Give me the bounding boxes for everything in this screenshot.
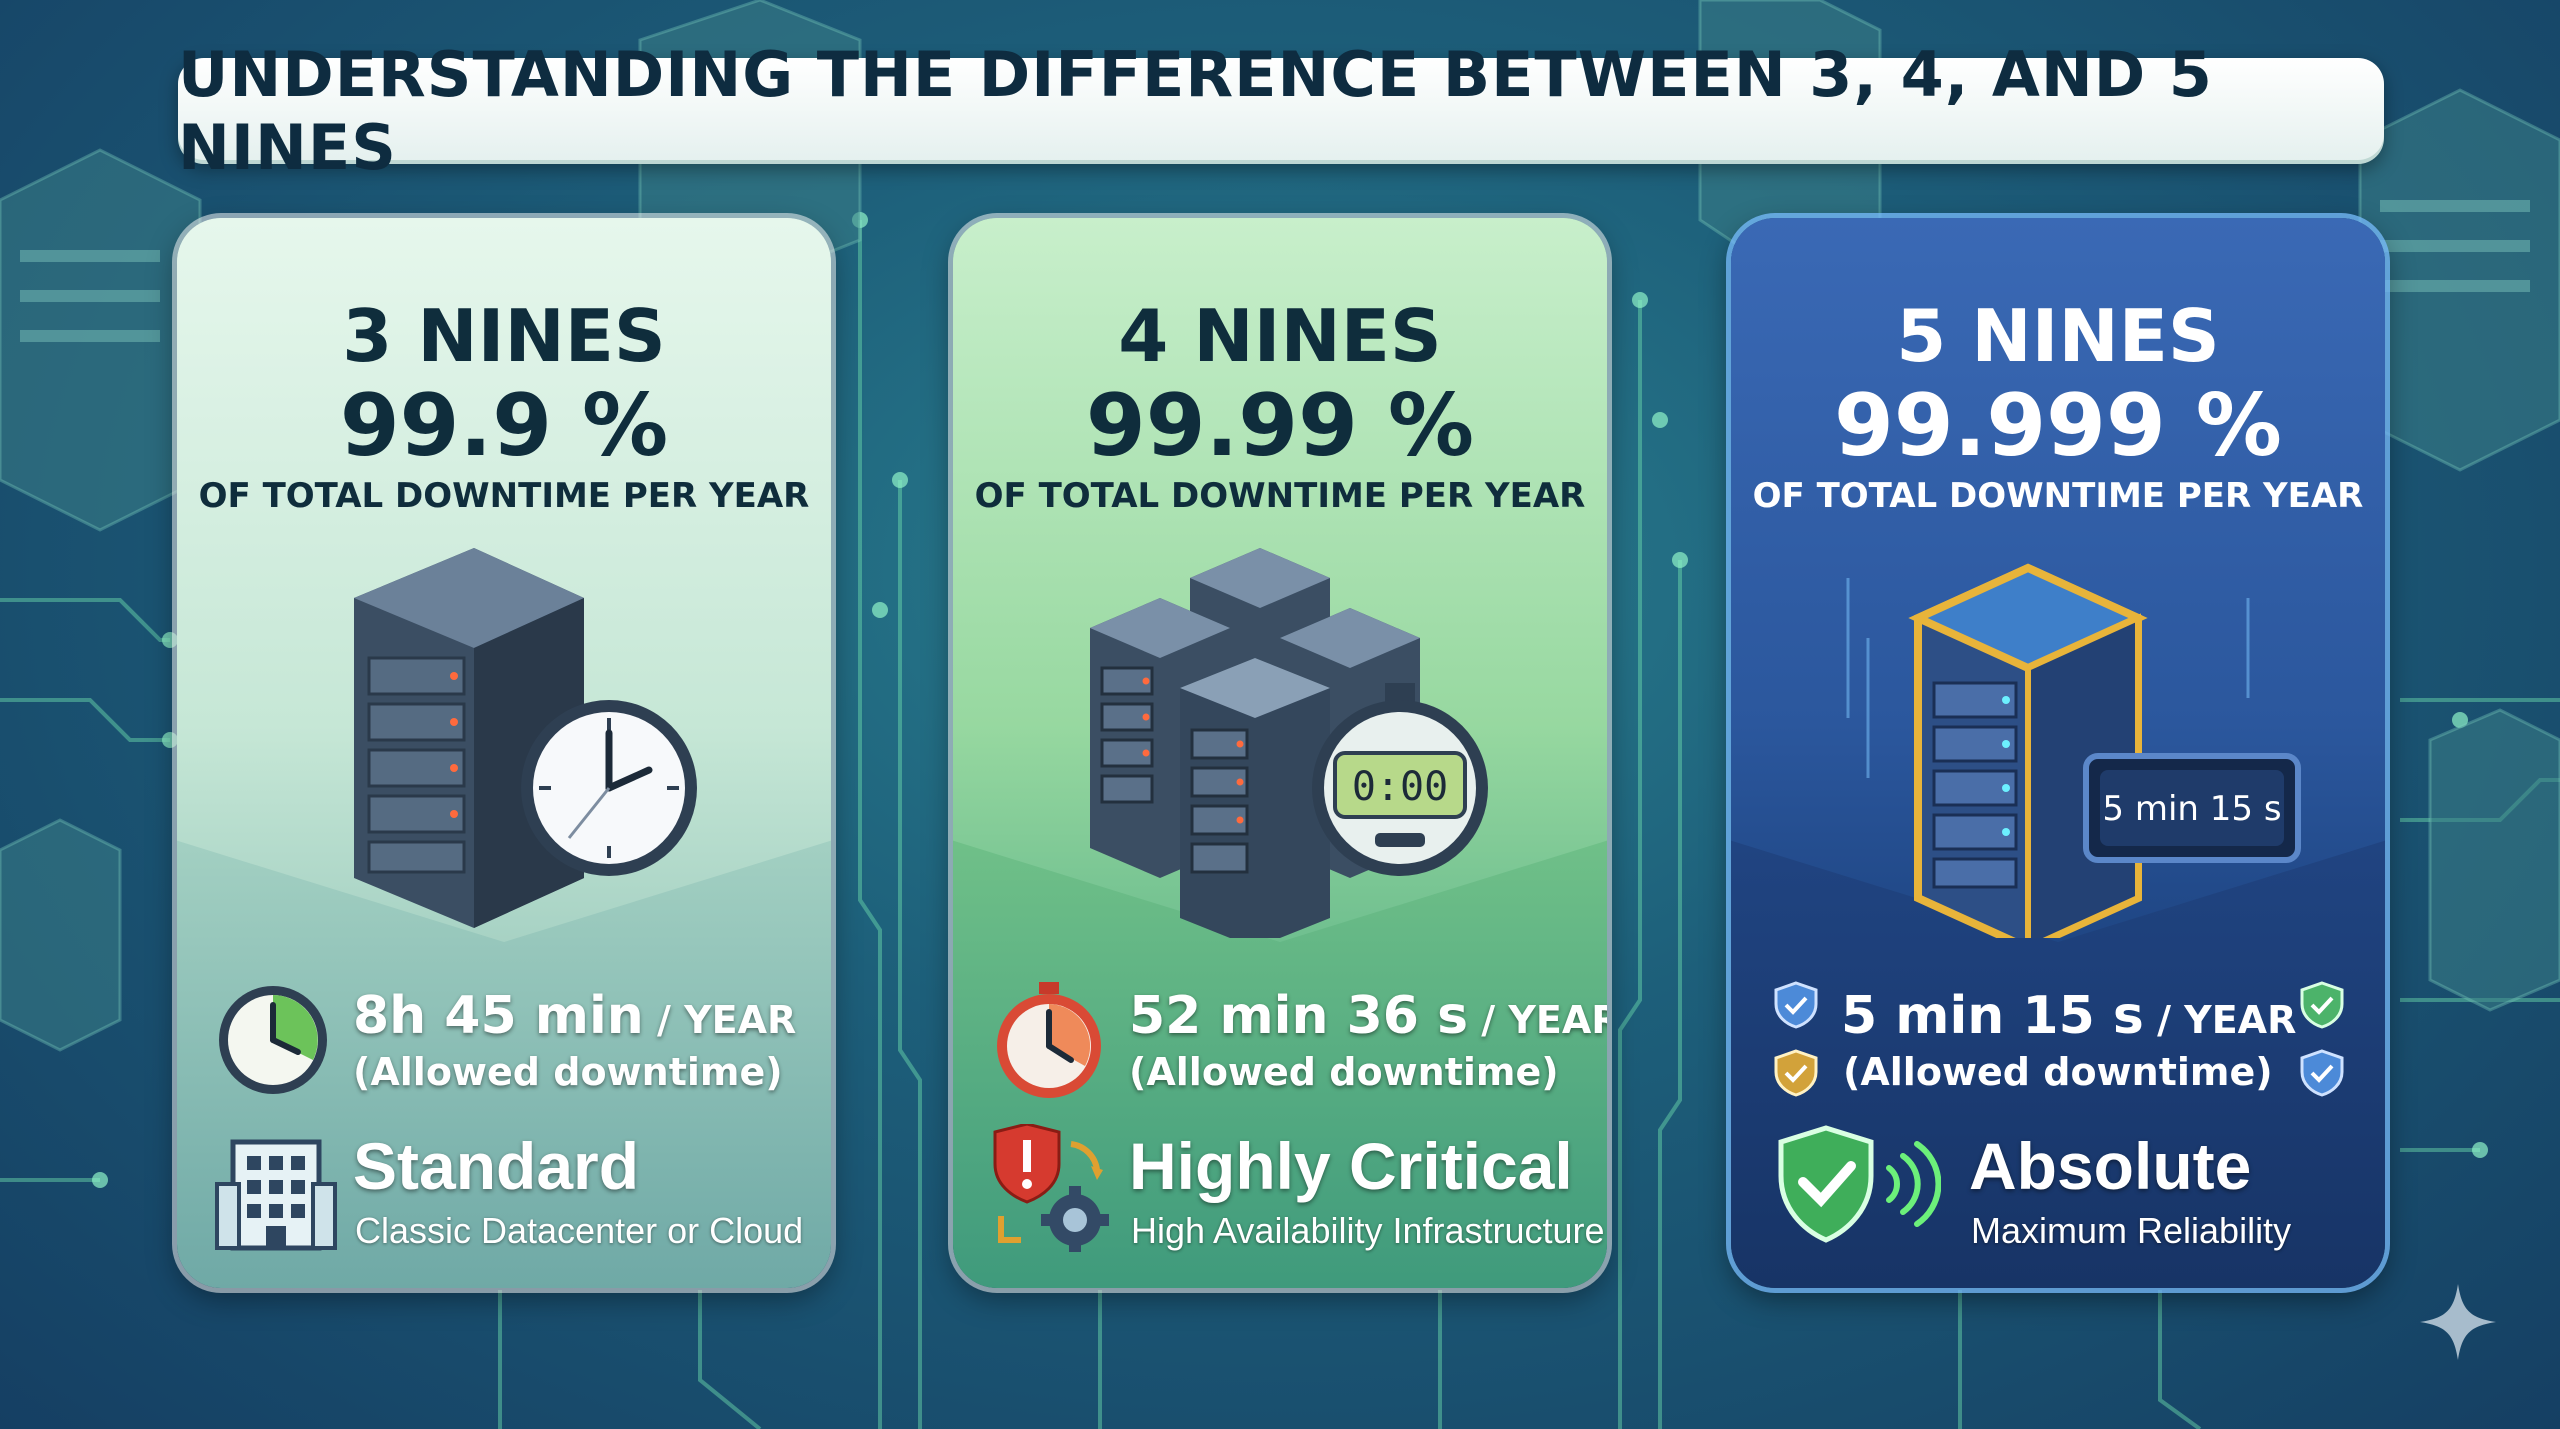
downtime-amount: 52 min 36 s (1129, 986, 1469, 1046)
subtitle-label: OF TOTAL DOWNTIME PER YEAR (1752, 476, 2364, 516)
tier-name: Highly Critical (1129, 1129, 1573, 1203)
building-icon (215, 1139, 337, 1251)
percent-label: 99.9 % (339, 376, 669, 476)
clock-icon (219, 986, 327, 1094)
tier-row: Standard Classic Datacenter or Cloud (177, 1124, 831, 1264)
server-cluster-with-stopwatch-icon: 0:00 (1090, 548, 1488, 938)
shield-check-icon (2300, 981, 2344, 1029)
stopwatch-icon (997, 982, 1101, 1098)
tier-row: Absolute Maximum Reliability (1731, 1124, 2385, 1264)
downtime-unit: / YEAR (2143, 998, 2297, 1042)
downtime-unit: / YEAR (643, 998, 797, 1042)
card-4-nines: 4 NINES 99.99 % OF TOTAL DOWNTIME PER YE… (953, 218, 1607, 1288)
tier-description: Maximum Reliability (1971, 1210, 2292, 1251)
nines-label: 4 NINES (1118, 294, 1442, 378)
downtime-value: 52 min 36 s / YEAR (1129, 986, 1607, 1046)
nines-label: 5 NINES (1896, 294, 2220, 378)
card-3-nines: 3 NINES 99.9 % OF TOTAL DOWNTIME PER YEA… (177, 218, 831, 1288)
downtime-amount: 8h 45 min (353, 986, 644, 1046)
percent-label: 99.99 % (1085, 376, 1475, 476)
gold-server-with-display-icon: 5 min 15 s (1846, 563, 2301, 938)
check-shield-icon (1778, 1125, 1941, 1243)
downtime-note: (Allowed downtime) (353, 1050, 783, 1094)
stopwatch-display: 0:00 (1352, 764, 1448, 810)
subtitle-label: OF TOTAL DOWNTIME PER YEAR (198, 476, 810, 516)
downtime-value: 5 min 15 s / YEAR (1841, 986, 2296, 1046)
downtime-value: 8h 45 min / YEAR (353, 986, 796, 1046)
page-title: UNDERSTANDING THE DIFFERENCE BETWEEN 3, … (178, 38, 2213, 184)
alert-shield-gear-icon (993, 1124, 1109, 1252)
sparkle-icon (2420, 1284, 2496, 1360)
tier-description: Classic Datacenter or Cloud (355, 1210, 804, 1251)
downtime-row: 5 min 15 s / YEAR (Allowed downtime) (1731, 980, 2385, 1110)
subtitle-label: OF TOTAL DOWNTIME PER YEAR (974, 476, 1586, 516)
downtime-amount: 5 min 15 s (1841, 986, 2144, 1046)
server-display-text: 5 min 15 s (2102, 789, 2281, 829)
downtime-note: (Allowed downtime) (1129, 1050, 1559, 1094)
shield-check-icon (2300, 1049, 2344, 1097)
tier-row: Highly Critical High Availability Infras… (953, 1124, 1607, 1264)
card-5-nines: 5 NINES 99.999 % OF TOTAL DOWNTIME PER Y… (1731, 218, 2385, 1288)
percent-label: 99.999 % (1834, 376, 2282, 476)
downtime-row: 8h 45 min / YEAR (Allowed downtime) (177, 980, 831, 1110)
shield-check-icon (1774, 1049, 1818, 1097)
server-with-clock-icon (354, 548, 697, 928)
tier-name: Standard (353, 1129, 640, 1203)
shield-check-icon (1774, 981, 1818, 1029)
downtime-row: 52 min 36 s / YEAR (Allowed downtime) (953, 980, 1607, 1110)
tier-name: Absolute (1969, 1129, 2252, 1203)
tier-description: High Availability Infrastructure (1131, 1210, 1605, 1251)
title-banner: UNDERSTANDING THE DIFFERENCE BETWEEN 3, … (178, 38, 2384, 184)
downtime-note: (Allowed downtime) (1843, 1050, 2273, 1094)
downtime-unit: / YEAR (1468, 998, 1607, 1042)
nines-label: 3 NINES (342, 294, 666, 378)
